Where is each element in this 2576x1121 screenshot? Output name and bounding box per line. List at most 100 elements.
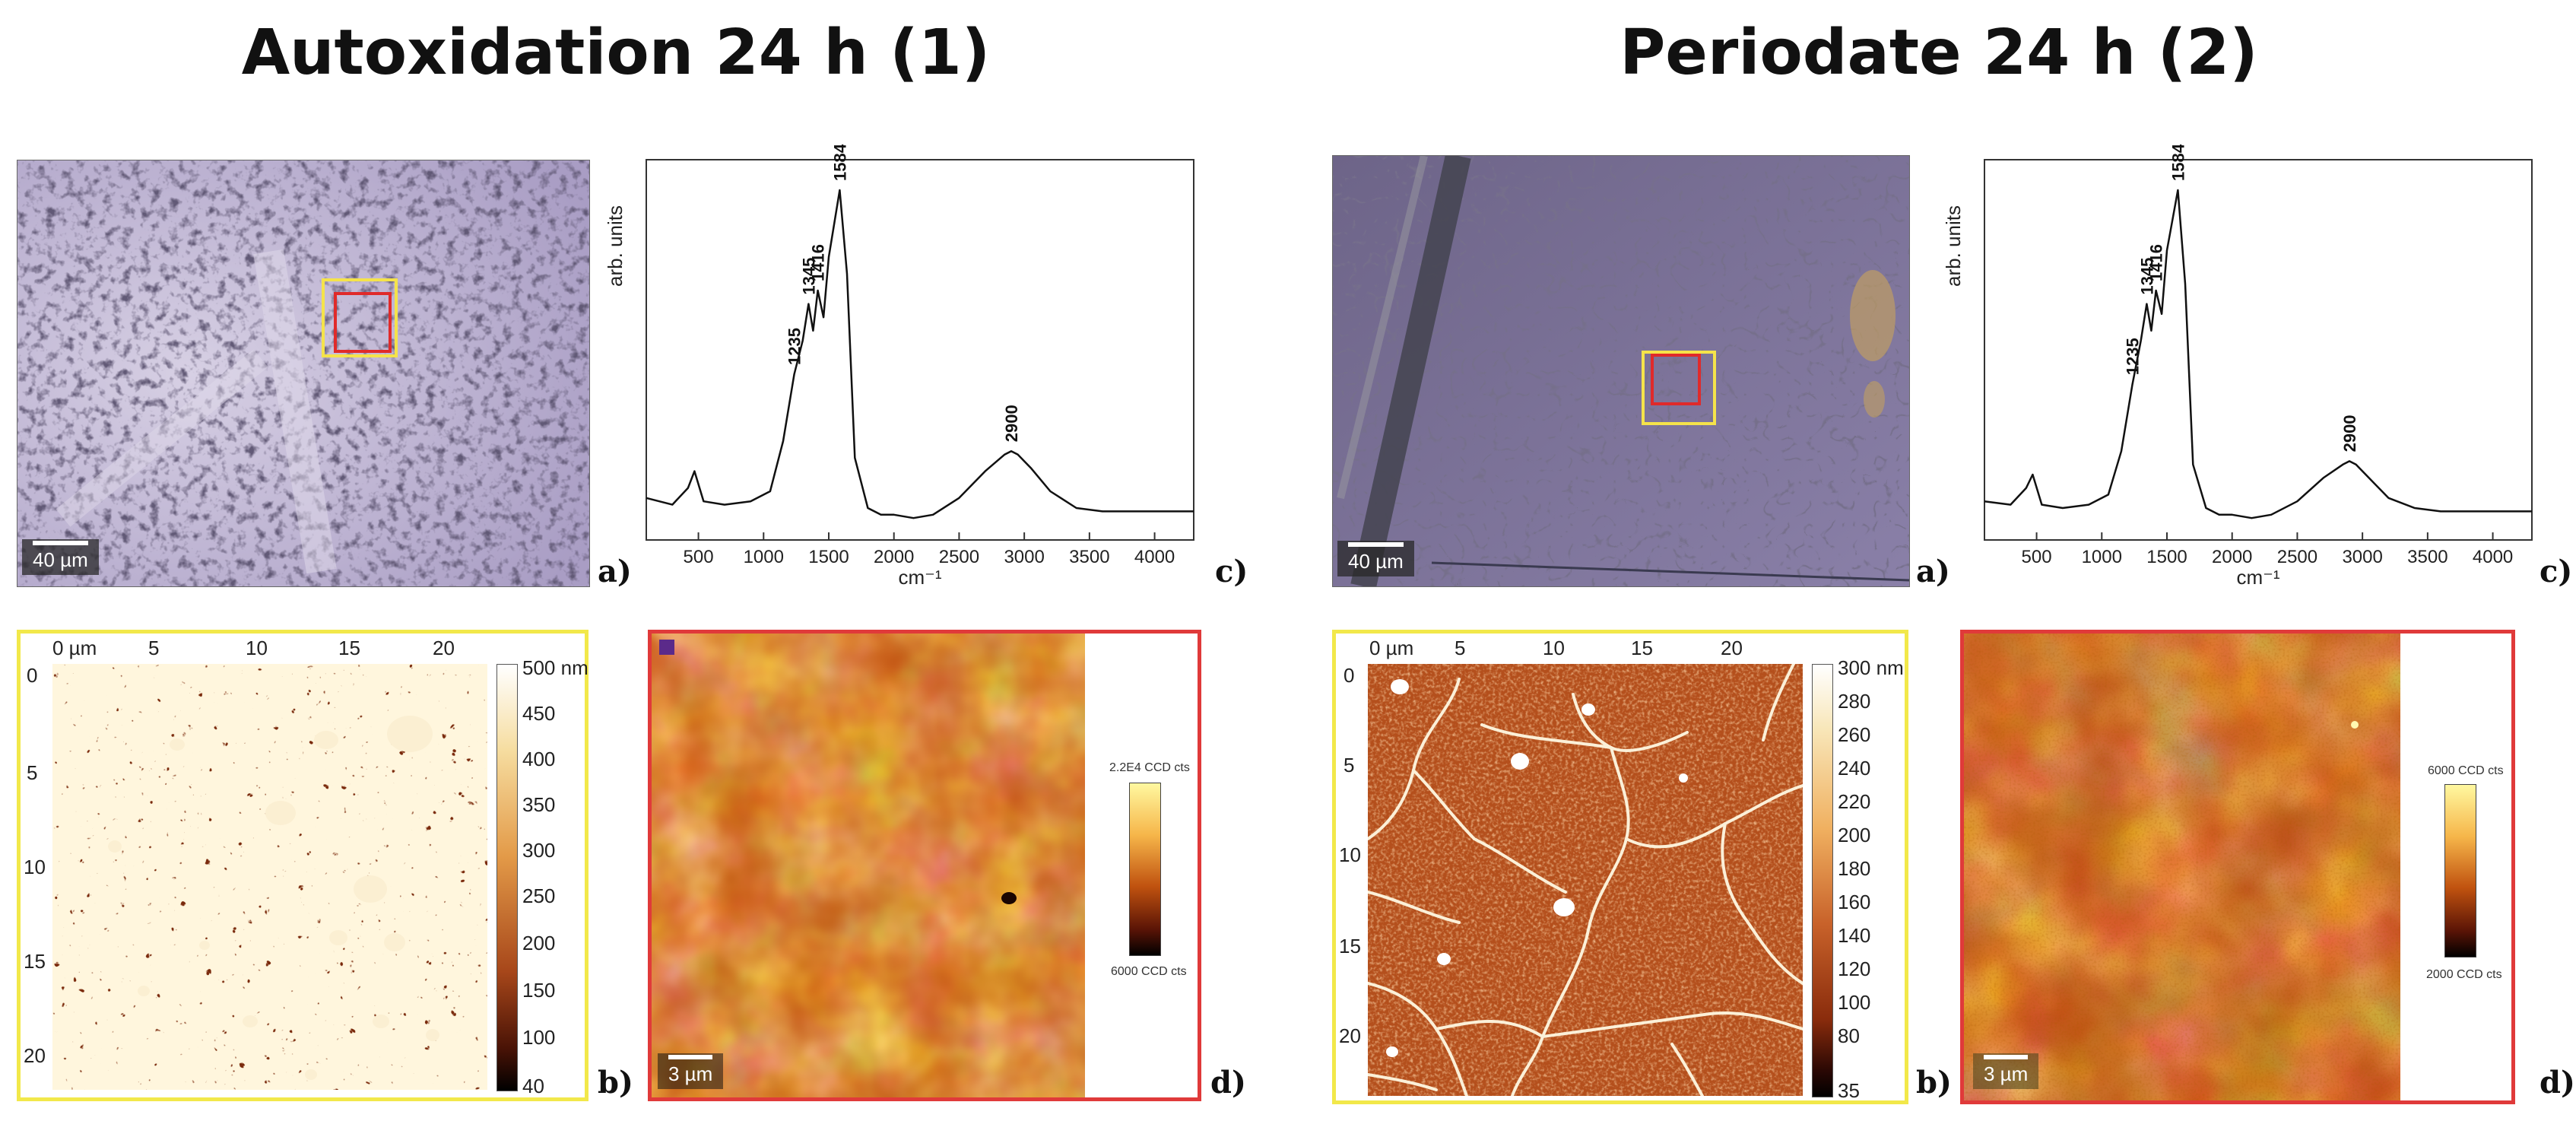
scale-label: 3 µm xyxy=(1984,1062,2029,1085)
scale-bar-line xyxy=(1984,1055,2029,1059)
afm-y-tick: 10 xyxy=(24,856,46,878)
y-axis-label: arb. units xyxy=(604,205,627,287)
panel-letter-b-right: b) xyxy=(1916,1065,1952,1100)
afm-colorbar-label: 300 xyxy=(522,839,556,862)
afm-x-tick: 15 xyxy=(338,637,360,659)
x-tick-label: 3500 xyxy=(1069,547,1109,567)
afm-colorbar-label: 40 xyxy=(522,1075,544,1097)
peak-label: 1584 xyxy=(2168,144,2187,181)
spectrum-line xyxy=(646,189,1194,519)
afm-x-tick: 10 xyxy=(246,637,268,659)
y-axis-label: arb. units xyxy=(1942,205,1965,287)
x-tick-label: 4000 xyxy=(1134,547,1175,567)
afm-panel-left: 0 µm 5 10 15 20 0 5 10 15 20 xyxy=(17,630,588,1101)
raman-spectrum-left: 500 1000 1500 2000 2500 3000 3500 4000 cm⁻¹ arb. … xyxy=(604,144,1194,586)
scale-bar-right-raman: 3 µm xyxy=(1973,1053,2039,1089)
peak-label: 2900 xyxy=(2340,414,2359,452)
x-tick-label: 1500 xyxy=(808,547,849,567)
x-tick-label: 500 xyxy=(2022,547,2052,567)
afm-colorbar-label: 220 xyxy=(1838,790,1871,813)
optical-micrograph-left: 40 µm xyxy=(17,160,590,587)
afm-colorbar-label: 280 xyxy=(1838,690,1871,713)
peak-label: 1584 xyxy=(830,144,849,181)
raman-colorbar-top-label: 6000 CCD cts xyxy=(2428,764,2504,777)
raman-map-panel-left: 3 µm 2.2E4 CCD cts 6000 CCD cts xyxy=(648,630,1201,1101)
afm-x-tick: 0 µm xyxy=(1369,637,1414,659)
afm-x-tick: 20 xyxy=(433,637,455,659)
afm-colorbar-label: 250 xyxy=(522,884,556,907)
afm-x-tick: 15 xyxy=(1631,637,1653,659)
afm-colorbar-label: 160 xyxy=(1838,891,1871,913)
afm-colorbar-labels: 300 nm 280 260 240 220 200 180 160 140 1… xyxy=(1838,656,1911,1105)
peak-label: 1345 xyxy=(2137,258,2156,295)
x-tick-label: 500 xyxy=(684,547,714,567)
x-tick-label: 2500 xyxy=(939,547,979,567)
peak-label: 1235 xyxy=(2124,338,2143,375)
scale-bar-left-raman: 3 µm xyxy=(658,1053,724,1089)
peak-label: 1235 xyxy=(785,328,804,365)
raman-colorbar-left xyxy=(1129,783,1161,956)
x-tick-label: 2500 xyxy=(2277,547,2317,567)
plot-frame xyxy=(1984,159,2533,541)
raman-colorbar-bottom-label: 2000 CCD cts xyxy=(2426,968,2502,981)
raman-colorbar-bottom-label: 6000 CCD cts xyxy=(1111,965,1187,978)
x-axis-label: cm⁻¹ xyxy=(898,566,941,586)
afm-colorbar-label: 100 xyxy=(522,1026,556,1049)
afm-y-tick: 20 xyxy=(1339,1024,1361,1047)
panel-letter-c-right: c) xyxy=(2540,554,2573,589)
afm-y-tick: 15 xyxy=(1339,935,1361,957)
panel-letter-b-left: b) xyxy=(598,1065,633,1100)
x-tick-label: 3000 xyxy=(1004,547,1044,567)
afm-colorbar-right xyxy=(1812,664,1833,1097)
scale-bar-line xyxy=(33,541,88,545)
peak-label: 1416 xyxy=(2147,244,2166,281)
afm-panel-right: 0 µm 5 10 15 20 0 5 10 15 20 xyxy=(1332,630,1908,1104)
afm-x-tick: 10 xyxy=(1543,637,1565,659)
panel-letter-a-right: a) xyxy=(1916,554,1950,589)
afm-colorbar-label: 35 xyxy=(1838,1079,1860,1102)
scale-bar-line xyxy=(668,1055,713,1059)
scale-bar-left-optical: 40 µm xyxy=(22,539,99,575)
x-tick-label: 2000 xyxy=(2212,547,2252,567)
afm-colorbar-label: 200 xyxy=(522,932,556,954)
afm-colorbar-label: 240 xyxy=(1838,757,1871,780)
afm-colorbar-label: 350 xyxy=(522,793,556,816)
panel-letter-d-right: d) xyxy=(2540,1065,2575,1100)
panel-letter-a-left: a) xyxy=(598,554,632,589)
title-right: Periodate 24 h (2) xyxy=(1620,17,2258,89)
x-tick-label: 1000 xyxy=(744,547,784,567)
scale-bar-line xyxy=(1348,542,1404,547)
optical-image-left xyxy=(17,160,589,586)
afm-colorbar-left xyxy=(496,664,518,1091)
x-tick-label: 2000 xyxy=(874,547,914,567)
afm-x-tick: 5 xyxy=(148,637,160,659)
afm-colorbar-label: 140 xyxy=(1838,924,1871,947)
afm-colorbar-label: 200 xyxy=(1838,824,1871,846)
afm-x-tick: 0 µm xyxy=(52,637,97,659)
optical-image-right xyxy=(1333,156,1909,586)
x-tick-label: 3000 xyxy=(2342,547,2382,567)
raman-colorbar-top-label: 2.2E4 CCD cts xyxy=(1109,761,1190,774)
afm-colorbar-label: 300 nm xyxy=(1838,656,1904,679)
afm-image-left xyxy=(52,664,487,1090)
afm-colorbar-label: 180 xyxy=(1838,857,1871,880)
afm-x-tick: 20 xyxy=(1721,637,1743,659)
peak-label: 1345 xyxy=(799,258,818,295)
afm-colorbar-label: 100 xyxy=(1838,991,1871,1014)
afm-y-tick: 15 xyxy=(24,950,46,973)
x-tick-label: 3500 xyxy=(2407,547,2448,567)
plot-frame xyxy=(646,159,1194,541)
x-axis-label: cm⁻¹ xyxy=(2236,566,2279,586)
afm-colorbar-label: 500 nm xyxy=(522,656,588,679)
optical-micrograph-right: 40 µm xyxy=(1332,155,1910,587)
afm-colorbar-labels: 500 nm 450 400 350 300 250 200 150 100 4… xyxy=(522,656,591,1097)
afm-y-tick: 5 xyxy=(1344,754,1355,776)
afm-image-right xyxy=(1368,664,1803,1096)
scale-label: 3 µm xyxy=(668,1062,713,1085)
raman-spectrum-right: 500 1000 1500 2000 2500 3000 3500 4000 cm⁻¹ arb. … xyxy=(1942,144,2533,586)
peak-label: 2900 xyxy=(1002,405,1021,442)
afm-colorbar-label: 80 xyxy=(1838,1024,1860,1047)
afm-y-tick: 0 xyxy=(1344,664,1355,687)
raman-map-image-right xyxy=(1964,634,2400,1100)
peak-label: 1416 xyxy=(809,244,828,281)
